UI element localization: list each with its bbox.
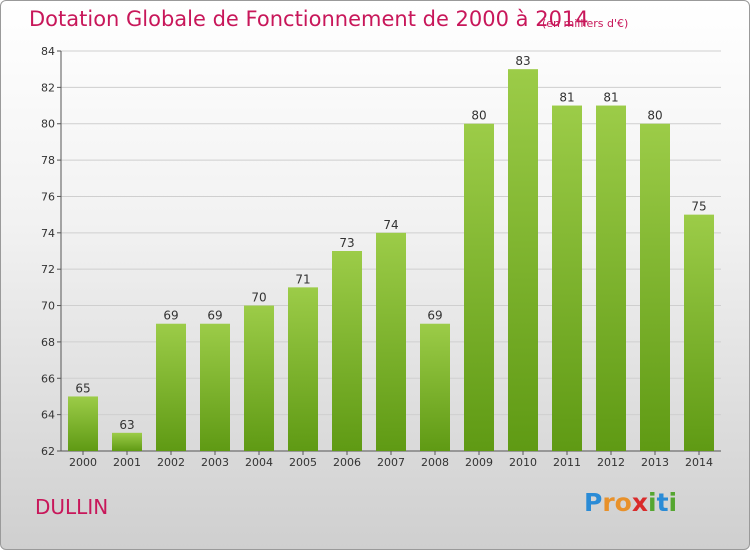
logo-letter: i — [648, 488, 657, 517]
y-tick-label: 70 — [41, 300, 55, 313]
data-label-2014: 75 — [691, 200, 706, 214]
x-tick-label-2007: 2007 — [377, 456, 405, 469]
x-tick-label-2010: 2010 — [509, 456, 537, 469]
y-tick-label: 82 — [41, 81, 55, 94]
data-label-2000: 65 — [75, 381, 90, 395]
data-label-2007: 74 — [383, 218, 398, 232]
commune-name: DULLIN — [35, 495, 109, 519]
y-tick-label: 64 — [41, 409, 55, 422]
bar-2001 — [112, 432, 142, 451]
y-tick-label: 72 — [41, 263, 55, 276]
y-tick-label: 80 — [41, 118, 55, 131]
x-tick-label-2006: 2006 — [333, 456, 361, 469]
logo-letter: r — [602, 488, 615, 517]
logo-letter: x — [631, 488, 648, 517]
y-tick-label: 84 — [41, 45, 55, 58]
x-tick-label-2009: 2009 — [465, 456, 493, 469]
bar-2005 — [288, 287, 318, 451]
logo-letter: P — [584, 488, 603, 517]
x-tick-label-2008: 2008 — [421, 456, 449, 469]
logo-letter: i — [668, 488, 678, 517]
data-label-2012: 81 — [603, 91, 618, 105]
data-label-2006: 73 — [339, 236, 354, 250]
chart-subtitle: (en milliers d'€) — [542, 17, 629, 30]
bars — [68, 69, 714, 452]
bar-2014 — [684, 214, 714, 451]
y-tick-label: 74 — [41, 227, 55, 240]
x-tick-label-2004: 2004 — [245, 456, 273, 469]
x-tick-label-2011: 2011 — [553, 456, 581, 469]
bar-2010 — [508, 69, 538, 451]
x-tick-label-2001: 2001 — [113, 456, 141, 469]
chart-title: Dotation Globale de Fonctionnement de 20… — [29, 7, 589, 31]
x-tick-label-2003: 2003 — [201, 456, 229, 469]
bar-2000 — [68, 396, 98, 451]
x-tick-label-2002: 2002 — [157, 456, 185, 469]
data-label-2011: 81 — [559, 91, 574, 105]
data-label-2008: 69 — [427, 309, 442, 323]
logo-letter: t — [656, 488, 669, 517]
x-tick-label-2014: 2014 — [685, 456, 713, 469]
y-tick-label: 66 — [41, 372, 55, 385]
data-label-2001: 63 — [119, 418, 134, 432]
x-tick-label-2012: 2012 — [597, 456, 625, 469]
data-label-2002: 69 — [163, 309, 178, 323]
x-tick-label-2013: 2013 — [641, 456, 669, 469]
bar-2013 — [640, 123, 670, 452]
bar-2007 — [376, 232, 406, 451]
x-tick-label-2005: 2005 — [289, 456, 317, 469]
y-tick-label: 78 — [41, 154, 55, 167]
data-label-2009: 80 — [471, 109, 486, 123]
data-label-2003: 69 — [207, 309, 222, 323]
data-labels: 65 63 69 69 70 71 73 74 69 80 83 81 81 80 75 — [75, 54, 706, 432]
bar-2008 — [420, 323, 450, 451]
data-label-2013: 80 — [647, 109, 662, 123]
bar-2012 — [596, 105, 626, 451]
data-label-2010: 83 — [515, 54, 530, 68]
bar-2002 — [156, 323, 186, 451]
logo-letter: o — [614, 488, 632, 517]
bar-2011 — [552, 105, 582, 451]
bar-2004 — [244, 305, 274, 451]
y-tick-label: 76 — [41, 190, 55, 203]
data-label-2004: 70 — [251, 291, 266, 305]
bar-2009 — [464, 123, 494, 452]
y-tick-label: 62 — [41, 445, 55, 458]
x-tick-label-2000: 2000 — [69, 456, 97, 469]
data-label-2005: 71 — [295, 272, 310, 286]
y-tick-label: 68 — [41, 336, 55, 349]
proxiti-logo: Proxiti — [584, 488, 677, 517]
bar-2003 — [200, 323, 230, 451]
bar-2006 — [332, 251, 362, 451]
